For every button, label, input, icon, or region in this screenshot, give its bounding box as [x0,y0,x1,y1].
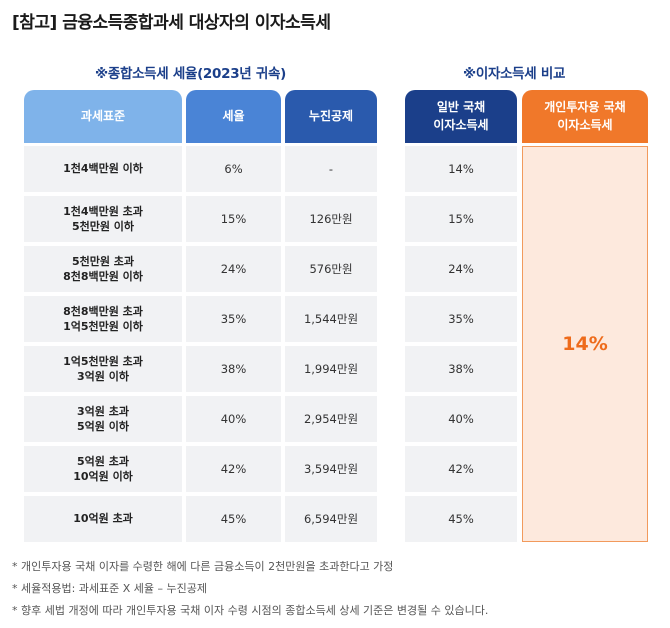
tax-standard-column: 1천4백만원 이하 1천4백만원 초과 5천만원 이하 5천만원 초과 8천8백… [24,146,182,542]
deduction-cell: 3,594만원 [285,446,377,492]
tax-standard-cell: 8천8백만원 초과 1억5천만원 이하 [24,296,182,342]
tax-standard-cell: 10억원 초과 [24,496,182,542]
deduction-column: - 126만원 576만원 1,544만원 1,994만원 2,954만원 3,… [285,146,377,542]
tax-standard-cell: 5억원 초과 10억원 이하 [24,446,182,492]
general-bond-tax-cell: 24% [405,246,517,292]
general-bond-tax-cell: 35% [405,296,517,342]
general-bond-tax-cell: 38% [405,346,517,392]
tax-standard-cell: 3억원 초과 5억원 이하 [24,396,182,442]
footnote: * 향후 세법 개정에 따라 개인투자용 국채 이자 수령 시점의 종합소득세 … [12,604,489,617]
tax-standard-cell: 1억5천만원 초과 3억원 이하 [24,346,182,392]
comparison-section-heading: ※이자소득세 비교 [463,66,566,82]
header-retail-bond-tax: 개인투자용 국채 이자소득세 [522,90,648,143]
header-tax-standard: 과세표준 [24,90,182,143]
retail-bond-tax-rate: 14% [562,333,608,355]
general-bond-tax-cell: 40% [405,396,517,442]
tax-rate-cell: 38% [186,346,281,392]
page-title: [참고] 금융소득종합과세 대상자의 이자소득세 [12,13,331,33]
deduction-cell: 576만원 [285,246,377,292]
tax-rate-column: 6% 15% 24% 35% 38% 40% 42% 45% [186,146,281,542]
general-bond-tax-cell: 42% [405,446,517,492]
tax-rate-cell: 45% [186,496,281,542]
tax-rate-section-heading: ※종합소득세 세율(2023년 귀속) [95,66,286,82]
header-tax-rate: 세율 [186,90,281,143]
footnotes: * 개인투자용 국채 이자를 수령한 해에 다른 금융소득이 2천만원을 초과한… [12,556,488,622]
header-general-bond-tax: 일반 국채 이자소득세 [405,90,517,143]
deduction-cell: 1,994만원 [285,346,377,392]
deduction-cell: 1,544만원 [285,296,377,342]
tax-rate-cell: 6% [186,146,281,192]
general-bond-tax-cell: 14% [405,146,517,192]
general-bond-tax-column: 14% 15% 24% 35% 38% 40% 42% 45% [405,146,517,542]
deduction-cell: 6,594만원 [285,496,377,542]
tax-rate-cell: 40% [186,396,281,442]
footnote: * 개인투자용 국채 이자를 수령한 해에 다른 금융소득이 2천만원을 초과한… [12,560,394,573]
tax-rate-cell: 24% [186,246,281,292]
tax-rate-cell: 42% [186,446,281,492]
general-bond-tax-cell: 45% [405,496,517,542]
general-bond-tax-cell: 15% [405,196,517,242]
header-progressive-deduction: 누진공제 [285,90,377,143]
deduction-cell: 2,954만원 [285,396,377,442]
tax-rate-cell: 35% [186,296,281,342]
tax-standard-cell: 1천4백만원 이하 [24,146,182,192]
tax-standard-cell: 1천4백만원 초과 5천만원 이하 [24,196,182,242]
deduction-cell: - [285,146,377,192]
tax-standard-cell: 5천만원 초과 8천8백만원 이하 [24,246,182,292]
retail-bond-tax-cell: 14% [522,146,648,542]
tax-rate-cell: 15% [186,196,281,242]
deduction-cell: 126만원 [285,196,377,242]
footnote: * 세율적용법: 과세표준 X 세율 – 누진공제 [12,582,208,595]
